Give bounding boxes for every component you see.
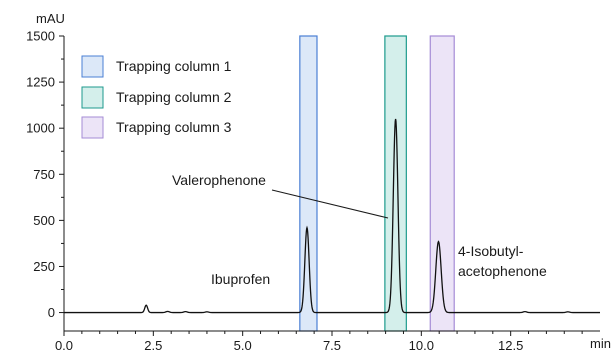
x-tick-label-10.0: 10.0 [409,338,434,353]
y-axis-unit-label: mAU [36,11,65,26]
valerophenone-leader-line [271,189,389,219]
trapping-window-1 [299,35,318,332]
y-tick-label-1000: 1000 [26,121,55,136]
peak-annotations: Ibuprofen Valerophenone 4-Isobutyl- acet… [172,172,547,287]
x-tick-label-12.5: 12.5 [498,338,523,353]
annotation-isobutyl-line-2: acetophenone [458,263,547,279]
legend-swatch-trapping-column-3 [81,116,104,139]
y-tick-label-0: 0 [48,305,55,320]
x-tick-label-7.5: 7.5 [323,338,341,353]
legend-label-trapping-column-3: Trapping column 3 [116,119,232,135]
annotation-ibuprofen: Ibuprofen [211,271,270,287]
trapping-windows [299,35,455,332]
y-tick-label-250: 250 [33,259,55,274]
legend-swatch-trapping-column-2 [81,86,104,109]
axes [63,36,600,332]
y-tick-label-1500: 1500 [26,29,55,44]
annotation-isobutyl-line-1: 4-Isobutyl- [458,243,524,259]
annotation-valerophenone: Valerophenone [172,172,266,188]
x-tick-label-0.0: 0.0 [55,338,73,353]
legend: Trapping column 1 Trapping column 2 Trap… [81,55,232,139]
y-tick-label-1250: 1250 [26,75,55,90]
y-tick-label-750: 750 [33,167,55,182]
trace-layer [64,118,600,314]
x-axis-unit-label: min [590,336,611,351]
x-tick-label-2.5: 2.5 [144,338,162,353]
legend-swatch-trapping-column-1 [81,55,104,78]
legend-label-trapping-column-2: Trapping column 2 [116,89,232,105]
legend-label-trapping-column-1: Trapping column 1 [116,58,232,74]
y-tick-label-500: 500 [33,213,55,228]
x-tick-label-5.0: 5.0 [234,338,252,353]
chromatogram-trace [64,118,600,314]
trapping-window-2 [384,35,407,332]
tick-marks: 0 250 500 750 1000 1250 1500 0.0 2.5 5.0 7.5 10.0 12… [26,29,583,353]
